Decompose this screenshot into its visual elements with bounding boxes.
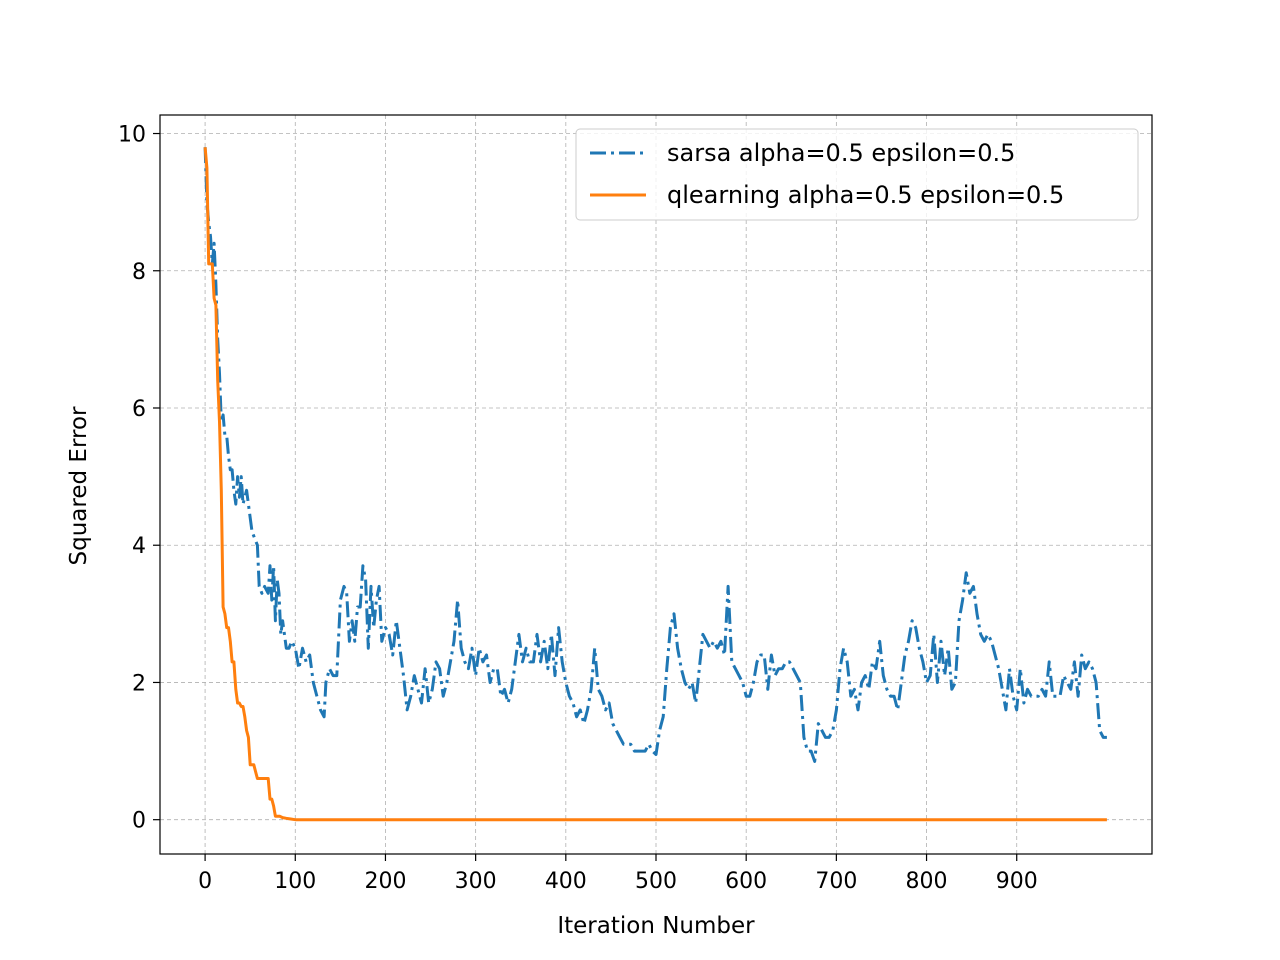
y-tick-label: 10 [118,123,146,148]
axis-ticks: 0 100 200 300 400 500 600 700 800 900 0 2 4 6 8 10 [118,123,1038,894]
y-tick-label: 2 [132,671,146,696]
x-tick-label: 500 [635,869,677,894]
y-axis-label: Squared Error [66,406,92,565]
y-tick-label: 4 [132,534,146,559]
x-tick-label: 700 [815,869,857,894]
x-tick-label: 0 [198,869,212,894]
series-lines [203,147,1107,822]
x-tick-label: 600 [725,869,767,894]
legend: sarsa alpha=0.5 epsilon=0.5 qlearning al… [575,128,1139,221]
x-tick-label: 200 [364,869,406,894]
y-tick-label: 0 [132,809,146,834]
y-tick-label: 6 [132,397,146,422]
x-tick-label: 800 [906,869,948,894]
series-line-qlearning [203,147,1107,822]
legend-label-qlearning: qlearning alpha=0.5 epsilon=0.5 [667,181,1064,209]
legend-box [575,128,1139,221]
x-tick-label: 900 [996,869,1038,894]
x-tick-label: 100 [274,869,316,894]
series-line-sarsa [203,147,1107,763]
x-axis-label: Iteration Number [557,913,755,939]
x-tick-label: 300 [455,869,497,894]
legend-label-sarsa: sarsa alpha=0.5 epsilon=0.5 [667,139,1015,167]
y-tick-label: 8 [132,260,146,285]
x-tick-label: 400 [545,869,587,894]
